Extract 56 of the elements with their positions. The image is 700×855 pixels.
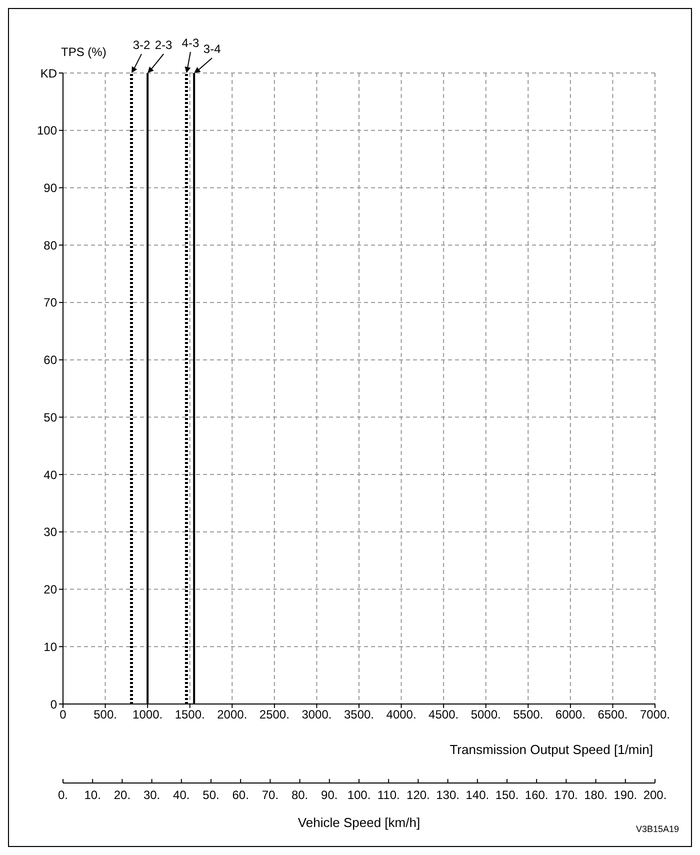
x-tick-label: 7000. [640, 708, 670, 722]
x-tick-label: 1500. [174, 708, 205, 722]
x-tick-label: 6000. [555, 708, 586, 722]
x2-axis-title: Vehicle Speed [km/h] [298, 815, 420, 830]
x2-tick-label: 180. [584, 788, 608, 802]
series-label: 2-3 [154, 38, 173, 52]
y-tick-label: 70 [44, 296, 58, 310]
x2-tick-label: 20. [114, 788, 131, 802]
x-tick-label: 3500. [344, 708, 374, 722]
x2-tick-label: 0. [58, 788, 68, 802]
x-tick-label: 4500. [428, 708, 459, 722]
x-tick-label: 4000. [386, 708, 416, 722]
y-tick-label: 40 [44, 468, 58, 482]
x-tick-label: 5500. [513, 708, 544, 722]
series-label: 3-2 [132, 38, 150, 52]
y-tick-label: 100 [36, 124, 58, 138]
x2-tick-label: 140. [466, 788, 490, 802]
x-tick-label: 2000. [217, 708, 248, 722]
y-tick-label: 80 [44, 238, 58, 252]
x2-tick-label: 60. [232, 788, 249, 802]
x2-tick-label: 100. [347, 788, 371, 802]
x-tick-label: 0 [60, 708, 67, 722]
y-axis-title: TPS (%) [61, 45, 106, 59]
x-tick-label: 2500. [259, 708, 290, 722]
x-tick-label: 6500. [598, 708, 628, 722]
x-tick-label: 5000. [470, 708, 501, 722]
x2-tick-label: 200. [643, 788, 667, 802]
x2-tick-label: 30. [143, 788, 160, 802]
x2-tick-label: 70. [262, 788, 279, 802]
y-tick-label: 50 [44, 410, 58, 424]
x-tick-label: 3000. [302, 708, 332, 722]
x2-tick-label: 110. [377, 788, 400, 802]
y-tick-label: 60 [44, 353, 58, 368]
x2-tick-label: 190. [614, 788, 638, 802]
x2-tick-label: 40. [173, 788, 190, 802]
x-tick-label: 1000. [132, 708, 163, 722]
x2-tick-label: 160. [524, 788, 548, 802]
x2-tick-label: 80. [291, 788, 308, 802]
x-tick-label: 500. [94, 708, 117, 722]
x-axis-title: Transmission Output Speed [1/min] [450, 742, 653, 757]
text: V3B15A19 [636, 824, 679, 834]
x2-tick-label: 90. [321, 788, 338, 802]
x2-tick-label: 130. [436, 788, 460, 802]
x2-tick-label: 50. [202, 788, 220, 802]
series-label: 4-3 [182, 36, 200, 50]
x2-tick-label: 10. [84, 788, 101, 802]
x2-tick-label: 150. [495, 788, 519, 802]
y-tick-label: 30 [44, 525, 58, 540]
y-tick-label: 0 [50, 697, 58, 712]
y-tick-label: 10 [44, 640, 58, 654]
series-label: 3-4 [203, 42, 222, 56]
y-tick-label: 20 [44, 582, 58, 597]
x2-tick-label: 120. [406, 788, 430, 802]
x2-tick-label: 170. [554, 788, 578, 802]
y-tick-label: 90 [44, 180, 58, 195]
y-tick-label: KD [40, 66, 58, 80]
